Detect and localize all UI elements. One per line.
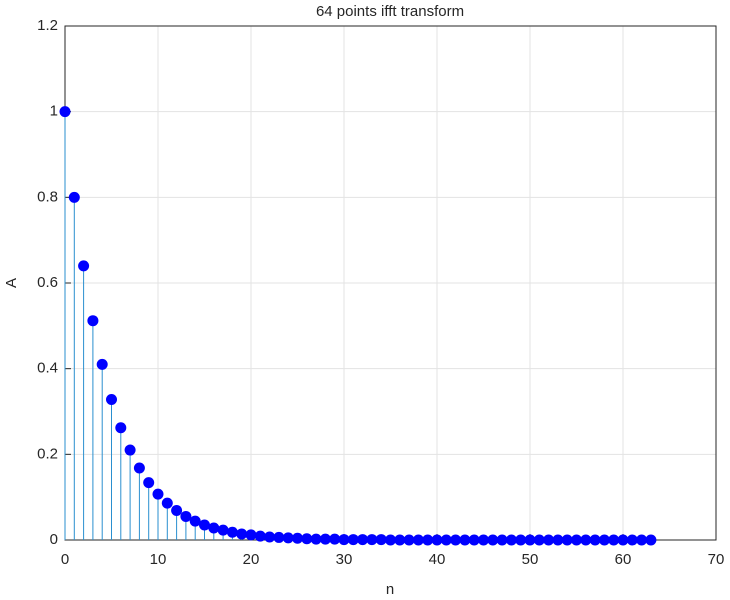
y-tick-label: 1.2 (37, 17, 58, 34)
stem-marker (217, 524, 229, 536)
stem-marker (468, 534, 480, 546)
stem-marker (505, 534, 517, 546)
stem-marker (394, 534, 406, 546)
x-tick-label: 20 (243, 551, 260, 568)
y-tick-label: 0 (50, 531, 58, 548)
stem-marker (431, 534, 443, 546)
stem-marker (645, 534, 657, 546)
stem-marker (68, 191, 80, 203)
stem-marker (180, 510, 192, 522)
stem-marker (96, 358, 108, 370)
stem-marker (496, 534, 508, 546)
stem-marker (59, 106, 71, 118)
stem-marker (115, 422, 127, 434)
stem-marker (412, 534, 424, 546)
stem-marker (301, 533, 313, 545)
stem-marker (347, 534, 359, 546)
x-tick-label: 50 (522, 551, 539, 568)
stem-marker (589, 534, 601, 546)
stem-marker (561, 534, 573, 546)
stem-marker (282, 532, 294, 544)
stem-marker (338, 534, 350, 546)
stem-marker (152, 488, 164, 500)
stem-marker (273, 531, 285, 543)
x-tick-label: 10 (150, 551, 167, 568)
stem-marker (459, 534, 471, 546)
stem-marker (478, 534, 489, 546)
x-axis-label: n (386, 581, 394, 598)
stem-marker (226, 526, 238, 538)
stem-marker (161, 497, 173, 509)
stem-marker (124, 444, 136, 456)
stem-marker (626, 534, 638, 546)
stem-marker (208, 522, 220, 534)
stem-marker (524, 534, 536, 546)
stem-marker (329, 533, 341, 545)
y-tick-label: 1 (50, 103, 58, 120)
stem-marker (366, 534, 378, 546)
stem-marker (310, 533, 322, 545)
stem-marker (245, 529, 257, 541)
stem-marker (292, 532, 303, 544)
stem-marker (199, 519, 210, 531)
y-tick-label: 0.6 (37, 274, 58, 291)
stem-marker (552, 534, 564, 546)
stem-marker (543, 534, 555, 546)
stem-marker (385, 534, 396, 546)
stem-marker (133, 462, 145, 474)
stem-marker (636, 534, 648, 546)
chart-title: 64 points ifft transform (316, 3, 464, 20)
stem-marker (571, 534, 582, 546)
stem-marker (319, 533, 331, 545)
stem-marker (403, 534, 415, 546)
stem-marker (598, 534, 610, 546)
y-tick-label: 0.2 (37, 445, 58, 462)
stem-marker (487, 534, 499, 546)
stem-marker (515, 534, 527, 546)
x-tick-label: 70 (708, 551, 725, 568)
x-tick-label: 0 (61, 551, 69, 568)
stem-marker (422, 534, 434, 546)
stem-marker (236, 528, 248, 540)
stem-marker (357, 534, 369, 546)
stem-marker (450, 534, 462, 546)
stem-marker (78, 260, 90, 272)
y-axis-label: A (3, 278, 20, 288)
stem-marker (171, 504, 183, 516)
stem-marker (617, 534, 629, 546)
x-tick-label: 60 (615, 551, 632, 568)
stem-marker (608, 534, 620, 546)
stem-marker (254, 530, 266, 542)
stem-marker (189, 515, 201, 527)
stem-marker (375, 534, 387, 546)
stem-marker (440, 534, 452, 546)
y-tick-label: 0.4 (37, 360, 58, 377)
y-tick-label: 0.8 (37, 188, 58, 205)
x-tick-label: 40 (429, 551, 446, 568)
stem-marker (580, 534, 592, 546)
stem-marker (533, 534, 545, 546)
stem-marker (264, 531, 276, 543)
stem-marker (106, 394, 117, 406)
x-tick-label: 30 (336, 551, 353, 568)
stem-marker (143, 477, 155, 489)
stem-marker (87, 315, 99, 327)
